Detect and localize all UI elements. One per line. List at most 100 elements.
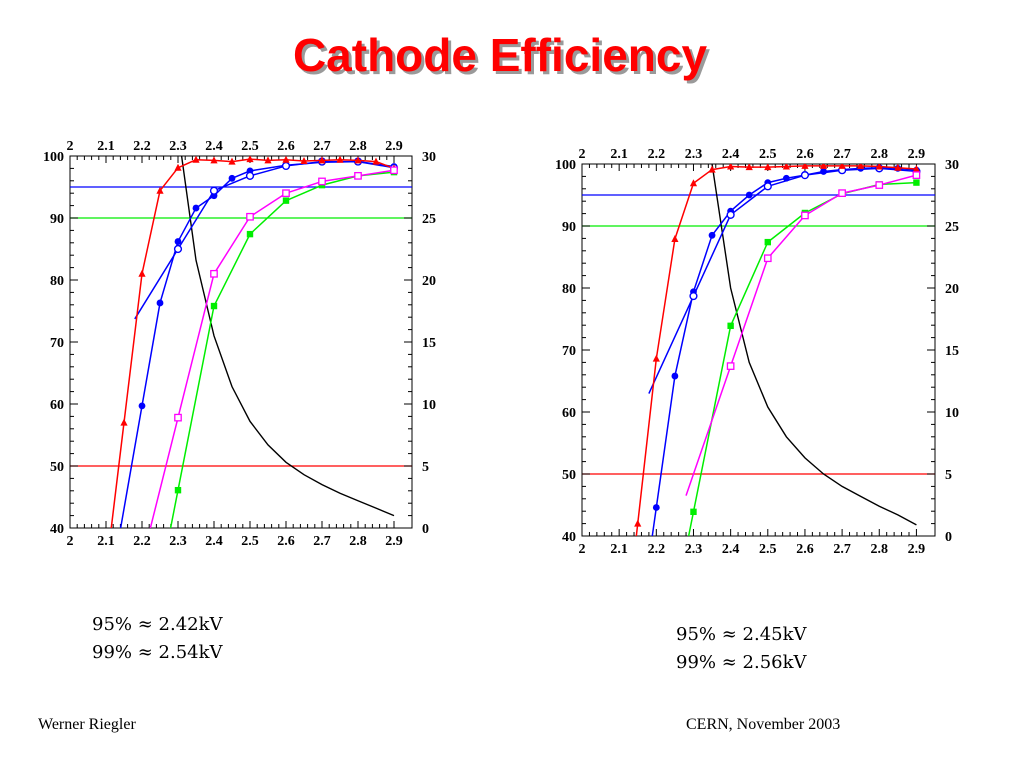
y-tick-label: 50 [562,468,576,483]
x-tick-label: 2 [67,534,74,549]
y2-tick-label: 5 [422,460,429,475]
slide-title: Cathode Efficiency [292,29,708,81]
series-2-point [819,164,828,169]
x-tick-label: 2 [579,542,586,557]
series-2-point [745,164,753,171]
y-tick-label: 90 [562,220,576,235]
series-2-point [354,156,362,164]
x-tick-label-top: 2.8 [349,139,367,154]
series-3-point [727,322,734,330]
series-4-point [390,166,398,175]
x-tick-label: 2.7 [833,542,851,557]
series-4-point [282,189,290,198]
series-2-point [138,269,146,277]
series-0-line [119,160,395,528]
data-layer [110,156,399,528]
x-tick-label: 2.5 [241,534,259,549]
series-2-point [174,163,182,171]
series-2-point [801,164,809,169]
series-2-point [671,235,679,243]
plot-frame [581,163,936,537]
x-tick-label: 2.4 [205,534,223,549]
y-tick-label: 60 [50,398,64,413]
series-1-point [763,182,772,191]
series-1-point [726,210,735,219]
note-99-percent: 99% ≈ 2.54kV [92,642,223,663]
series-2-point [894,164,902,171]
y2-tick-label: 30 [422,150,436,165]
series-1-point [800,171,810,180]
y2-tick-label: 10 [422,398,436,413]
series-2-point [372,157,380,165]
x-tick-label-top: 2.6 [796,147,814,162]
series-3-point [282,197,290,204]
x-tick-label: 2.3 [685,542,703,557]
efficiency-chart-s1s2: 2 2 2.1 2.1 2.2 2.2 2.3 2.3 2.4 2.4 2.5 2.5 2.6 2.6 2.… [43,139,436,549]
x-tick-label-top: 2 [579,147,586,162]
series-0-point [174,238,182,245]
x-tick-label-top: 2.2 [648,147,666,162]
series-2-point [210,156,218,164]
footer-author: Werner Riegler [38,716,136,733]
series-0-point [228,174,236,182]
y2-tick-label: 10 [945,406,959,421]
x-tick-label: 2.4 [722,542,740,557]
series-2-point [120,418,128,426]
series-0-point [671,372,679,380]
data-layer [634,164,921,536]
series-0-line [651,166,917,536]
series-1-point [281,161,291,171]
x-tick-label: 2.9 [908,542,926,557]
series-0-point [156,299,164,307]
x-tick-label: 2.6 [796,542,814,557]
x-tick-label-top: 2.1 [97,139,115,154]
series-4-point [726,362,735,370]
series-1-line [134,160,395,320]
y-tick-label: 60 [562,406,576,421]
series-4-point [210,269,218,278]
series-0-point [745,191,753,199]
series-2-point [300,156,308,164]
series-3-point [913,179,920,186]
y-tick-label: 80 [562,282,576,297]
series-4-point [318,177,326,186]
series-1-point [689,291,698,301]
series-2-point [228,157,236,165]
series-1-point [209,186,219,195]
x-tick-label: 2.7 [313,534,331,549]
x-tick-label-top: 2.5 [241,139,259,154]
series-2-point [857,164,865,169]
x-tick-label: 2.5 [759,542,777,557]
x-tick-label: 2.1 [610,542,628,557]
y2-tick-label: 0 [945,530,952,545]
series-3-point [210,302,218,310]
x-tick-label-top: 2.4 [722,147,740,162]
threshold-curve [180,156,395,517]
series-4-point [875,181,884,189]
series-4-point [354,171,362,180]
series-2-point [634,519,642,527]
series-4-point [912,171,921,180]
series-2-point [318,156,326,164]
x-tick-label-top: 2.9 [908,147,926,162]
note-95-percent: 95% ≈ 2.42kV [92,614,223,635]
series-2-point [838,164,846,169]
y-tick-label: 70 [562,344,576,359]
y-tick-label: 40 [562,530,576,545]
y2-tick-label: 0 [422,522,429,537]
x-tick-label: 2.2 [648,542,666,557]
x-tick-label-top: 2.9 [385,139,403,154]
y-tick-label: 70 [50,336,64,351]
y2-tick-label: 20 [945,282,959,297]
series-2-point [282,156,290,163]
series-2-point [782,164,790,170]
y2-tick-label: 15 [945,344,959,359]
series-2-point [912,164,921,172]
series-4-point [763,254,772,263]
voltage-note-s1s2: 95% ≈ 2.42kV 99% ≈ 2.54kV [92,611,223,667]
y2-tick-label: 20 [422,274,436,289]
threshold-curve [711,164,917,526]
y2-tick-label: 15 [422,336,436,351]
y2-tick-label: 5 [945,468,952,483]
x-tick-label: 2.2 [133,534,151,549]
